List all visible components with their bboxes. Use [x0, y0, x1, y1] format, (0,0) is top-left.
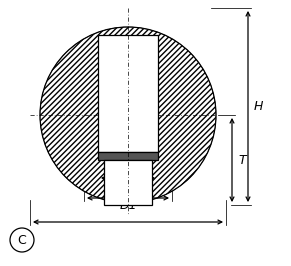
Circle shape — [40, 27, 216, 203]
Text: C: C — [18, 234, 26, 247]
Circle shape — [10, 228, 34, 252]
Text: D6: D6 — [119, 175, 137, 188]
Text: T: T — [238, 153, 246, 167]
Text: D: D — [123, 155, 133, 168]
Bar — [98, 35, 158, 152]
Text: D1: D1 — [119, 199, 137, 212]
Bar — [98, 152, 158, 160]
Text: H: H — [254, 100, 263, 113]
Bar — [104, 160, 152, 205]
